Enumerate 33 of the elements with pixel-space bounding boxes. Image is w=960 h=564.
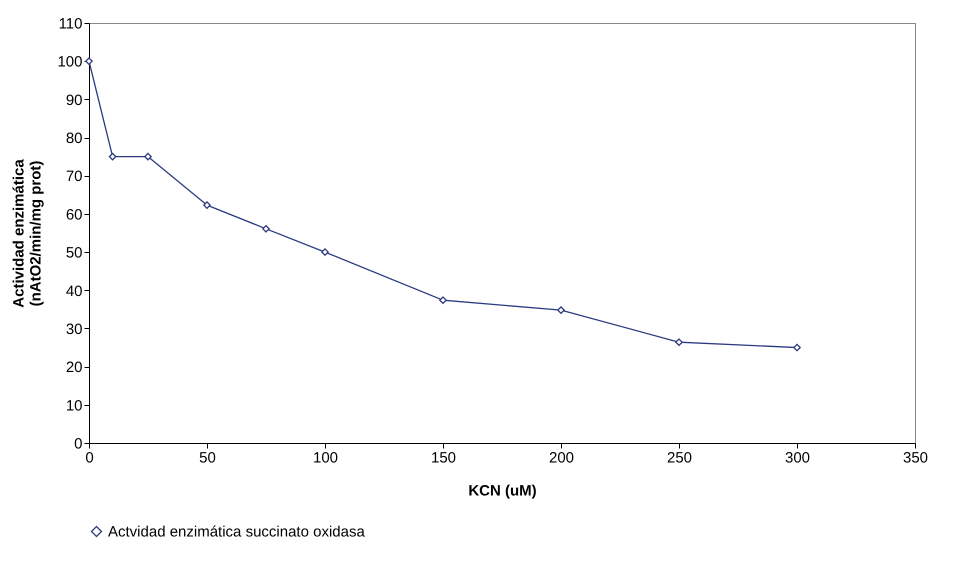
x-tick-label: 250 (666, 450, 692, 466)
y-tick-label: 10 (66, 397, 82, 414)
x-tick-label: 350 (902, 450, 928, 466)
y-tick-label: 70 (66, 168, 82, 186)
y-tick-label: 0 (74, 436, 82, 452)
y-tick-label: 50 (66, 244, 82, 262)
y-axis-title: Actividad enzimática (nAtO2/min/mg prot) (10, 158, 44, 308)
point (108, 152, 116, 160)
point (144, 152, 152, 160)
y-tick-label: 40 (66, 282, 82, 300)
point (439, 296, 447, 304)
point (85, 57, 93, 65)
y-tick-label: 30 (66, 320, 82, 338)
x-tick-label: 100 (312, 450, 338, 466)
x-axis-title: KCN (uM) (468, 482, 537, 500)
y-tick-label: 20 (66, 359, 82, 376)
y-tick-label: 110 (58, 16, 82, 32)
x-tick-label: 0 (85, 450, 94, 466)
y-tick-label: 90 (66, 92, 82, 109)
point (262, 224, 270, 233)
point (203, 201, 211, 209)
x-tick-label: 200 (548, 450, 574, 466)
x-tick-label: 150 (430, 450, 456, 466)
x-tick-label: 300 (784, 450, 810, 466)
point (793, 344, 801, 352)
y-tick-label: 80 (66, 130, 82, 148)
y-tick-label: 60 (66, 206, 82, 224)
y-tick-label: 100 (57, 54, 82, 71)
point (675, 338, 683, 346)
point (321, 248, 329, 256)
x-tick-label: 50 (199, 450, 216, 466)
legend-label: Actvidad enzimática succinato oxidasa (108, 524, 366, 540)
point (557, 306, 565, 314)
